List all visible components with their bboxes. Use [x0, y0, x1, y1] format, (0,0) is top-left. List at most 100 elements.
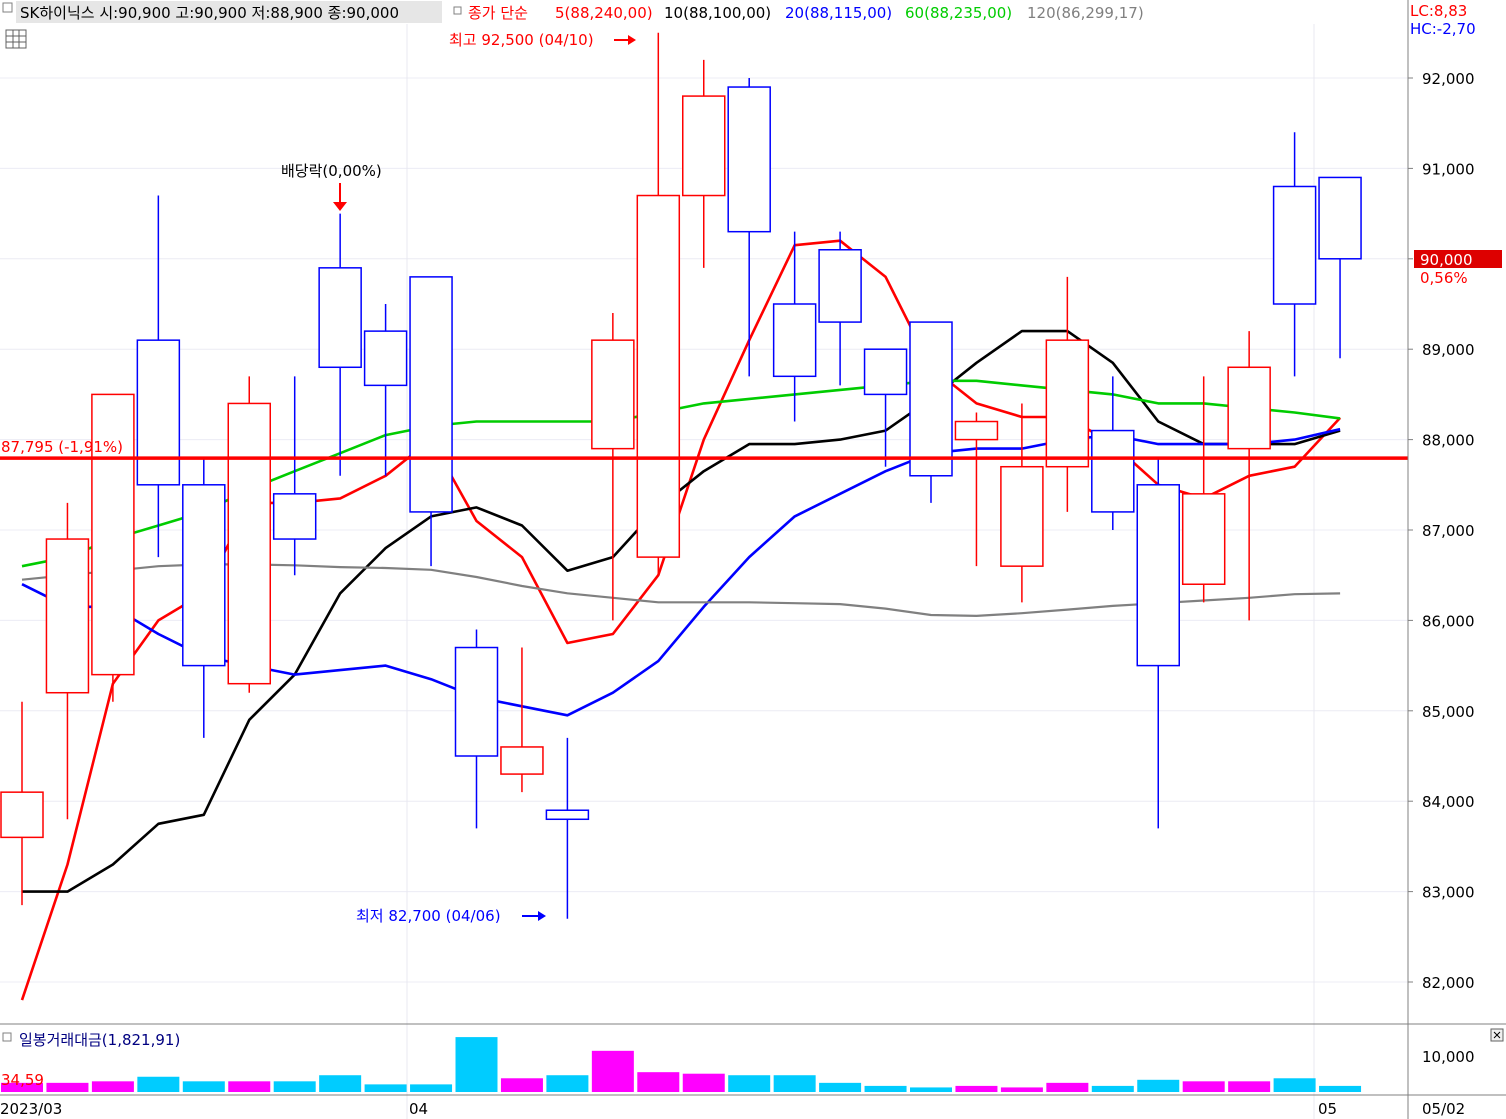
price-tick-label: 89,000	[1422, 341, 1475, 359]
legend-menu-icon[interactable]	[2, 2, 13, 13]
volume-bar	[410, 1084, 453, 1092]
stock-info-box[interactable]	[16, 1, 442, 23]
candle	[818, 231, 862, 386]
volume-bar	[773, 1075, 816, 1092]
candle-body	[863, 348, 908, 396]
candle-body	[45, 538, 90, 694]
dividend-annotation: 배당락(0,00%)	[281, 162, 382, 180]
stock-info: SK하이닉스 시:90,900 고:90,900 저:88,900 종:90,0…	[20, 4, 399, 22]
price-tick-label: 82,000	[1422, 974, 1475, 992]
volume-bar	[273, 1081, 316, 1092]
candle-body	[136, 339, 181, 486]
candle-body	[182, 484, 226, 667]
volume-bar	[910, 1087, 952, 1092]
date-label: 05	[1318, 1100, 1337, 1118]
grid-toggle-icon[interactable]	[5, 29, 27, 49]
candle-body	[1227, 366, 1271, 450]
price-tick-label: 92,000	[1422, 70, 1475, 88]
candle-body	[636, 194, 681, 558]
candle	[1181, 376, 1226, 603]
volume-bar	[1182, 1081, 1225, 1092]
candlesticks	[0, 32, 1362, 919]
candle	[545, 737, 590, 919]
candle	[45, 502, 90, 820]
volume-bar	[137, 1076, 180, 1092]
volume-bar	[728, 1075, 771, 1092]
low-annotation: 최저 82,700 (04/06)	[356, 907, 501, 925]
volume-bar	[1273, 1078, 1316, 1092]
ma-settings-icon[interactable]	[453, 6, 462, 15]
volume-bar	[364, 1084, 407, 1092]
ma-legend-item: 20(88,115,00)	[785, 4, 892, 22]
date-label: 04	[409, 1100, 428, 1118]
ma-legend-item: 5(88,240,00)	[555, 4, 653, 22]
candle	[363, 304, 408, 476]
volume-bars	[1, 1037, 1362, 1092]
volume-bar	[1319, 1085, 1362, 1092]
volume-bar	[591, 1050, 634, 1092]
volume-bar	[864, 1085, 907, 1092]
candle-body	[1045, 339, 1090, 468]
candle	[682, 59, 726, 268]
volume-bar	[500, 1078, 543, 1092]
price-tick-label: 83,000	[1422, 884, 1475, 902]
candle	[318, 213, 362, 476]
panel-close-icon[interactable]	[1490, 1028, 1504, 1042]
volume-bar	[819, 1082, 862, 1092]
candle	[863, 348, 908, 467]
candle-body	[1318, 176, 1362, 260]
volume-bar	[228, 1081, 271, 1092]
candle	[136, 195, 181, 558]
price-tick-label: 91,000	[1422, 160, 1475, 178]
candle-body	[227, 402, 271, 685]
volume-bar	[1, 1082, 43, 1092]
candle-body	[91, 393, 135, 676]
candle-body	[1136, 484, 1180, 667]
volume-bar	[46, 1082, 89, 1092]
candle-body	[591, 339, 635, 450]
date-label: 2023/03	[0, 1100, 62, 1118]
candle-body	[772, 303, 817, 378]
volume-left-value: 34,59	[1, 1071, 44, 1089]
candle-body	[1181, 493, 1226, 585]
candle-body	[318, 267, 362, 369]
price-tag	[1414, 250, 1502, 268]
volume-bar	[319, 1075, 362, 1092]
candle-body	[363, 330, 408, 387]
volume-bar	[1046, 1082, 1089, 1092]
volume-bar	[91, 1081, 134, 1092]
price-tick-label: 88,000	[1422, 432, 1475, 450]
candle-body	[1091, 429, 1135, 513]
ma-legend-item: 10(88,100,00)	[664, 4, 771, 22]
candle	[1091, 376, 1135, 530]
candle-body	[454, 646, 499, 757]
candle	[91, 393, 135, 702]
lc-value: LC:8,83	[1410, 2, 1467, 20]
volume-menu-icon[interactable]	[2, 1032, 12, 1042]
volume-bar	[1000, 1087, 1043, 1092]
ma-legend: 5(88,240,00) 10(88,100,00) 20(88,115,00) 60…	[555, 4, 1144, 22]
low-arrow-icon	[522, 911, 546, 921]
candle	[1136, 457, 1180, 829]
candle	[500, 647, 544, 793]
candle-body	[1272, 185, 1317, 305]
candle	[272, 376, 317, 576]
dividend-arrow-icon	[333, 183, 347, 211]
high-arrow-icon	[614, 35, 636, 45]
date-label: 05/02	[1422, 1100, 1465, 1118]
price-tag-change: 0,56%	[1420, 269, 1468, 287]
volume-bar	[1091, 1085, 1134, 1092]
price-tag-value: 90,000	[1420, 251, 1473, 269]
candle	[1272, 132, 1317, 377]
hline-label: 87,795 (-1,91%)	[1, 438, 123, 456]
candle-body	[727, 86, 771, 233]
ma-legend-item: 120(86,299,17)	[1027, 4, 1144, 22]
volume-bar	[546, 1075, 589, 1092]
high-annotation: 최고 92,500 (04/10)	[449, 31, 594, 49]
volume-bar	[455, 1037, 498, 1092]
ma-legend-item: 60(88,235,00)	[905, 4, 1012, 22]
price-tick-label: 84,000	[1422, 793, 1475, 811]
candle	[591, 313, 635, 621]
candle	[909, 321, 953, 503]
candle	[1045, 276, 1090, 512]
